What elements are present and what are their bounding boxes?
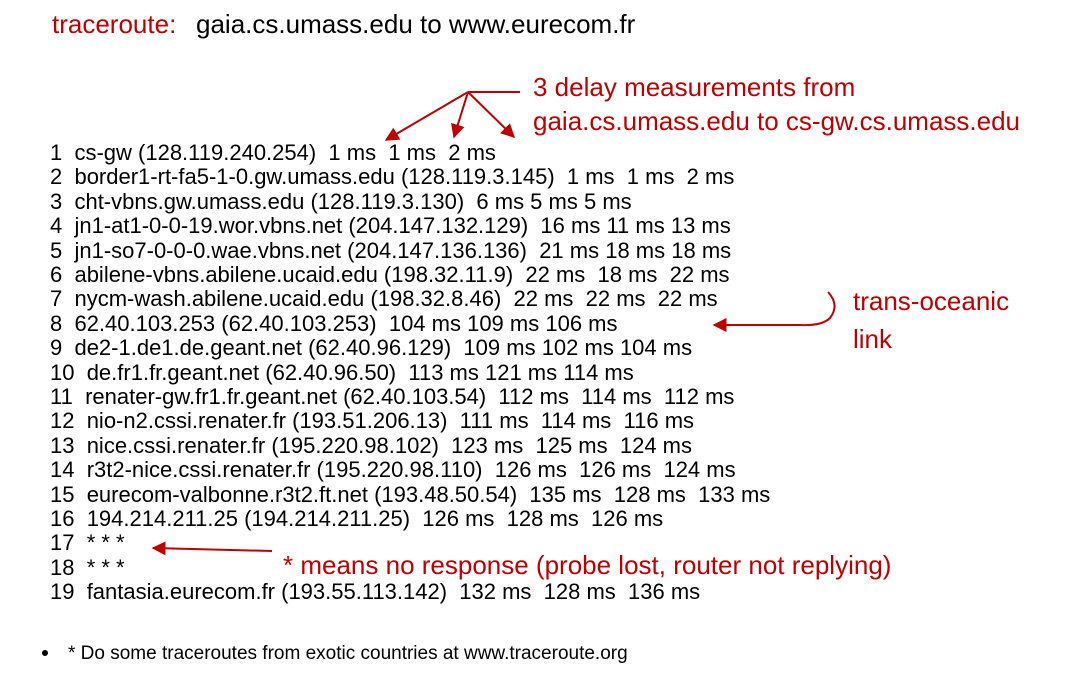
arrow xyxy=(451,91,469,139)
annotation: link xyxy=(853,324,893,354)
trace-row: 14 r3t2-nice.cssi.renater.fr (195.220.98… xyxy=(50,457,736,483)
bullet xyxy=(42,650,48,656)
trace-row: 18 * * * xyxy=(50,554,125,580)
trace-row: 3 cht-vbns.gw.umass.edu (128.119.3.130) … xyxy=(50,188,632,214)
trace-row: 8 62.40.103.253 (62.40.103.253) 104 ms 1… xyxy=(50,310,618,336)
arrow xyxy=(151,541,273,556)
trace-row: 10 de.fr1.fr.geant.net (62.40.96.50) 113… xyxy=(50,359,634,385)
title-label: traceroute: xyxy=(52,9,177,39)
trace-row: 17 * * * xyxy=(50,530,125,556)
trace-row: 6 abilene-vbns.abilene.ucaid.edu (198.32… xyxy=(50,262,730,287)
trace-row: 2 border1-rt-fa5-1-0.gw.umass.edu (128.1… xyxy=(50,164,735,190)
trace-row: 9 de2-1.de1.de.geant.net (62.40.96.129) … xyxy=(50,335,693,361)
trace-row: 15 eurecom-valbonne.r3t2.ft.net (193.48.… xyxy=(50,481,771,507)
trace-row: 12 nio-n2.cssi.renater.fr (193.51.206.13… xyxy=(50,408,695,434)
trace-row: 16 194.214.211.25 (194.214.211.25) 126 m… xyxy=(50,506,664,531)
trace-row: 5 jn1-so7-0-0-0.wae.vbns.net (204.147.13… xyxy=(50,237,732,263)
trace-row: 19 fantasia.eurecom.fr (193.55.113.142) … xyxy=(50,579,701,605)
trace-row: 4 jn1-at1-0-0-19.wor.vbns.net (204.147.1… xyxy=(50,213,731,239)
trace-row: 1 cs-gw (128.119.240.254) 1 ms 1 ms 2 ms xyxy=(50,140,496,165)
trace-row: 7 nycm-wash.abilene.ucaid.edu (198.32.8.… xyxy=(50,286,718,312)
footnote: * Do some traceroutes from exotic countr… xyxy=(68,643,628,664)
arrow xyxy=(384,91,469,141)
arrow xyxy=(467,91,516,138)
title: gaia.cs.umass.edu to www.eurecom.fr xyxy=(196,9,636,39)
annotation: 3 delay measurements from xyxy=(533,72,856,102)
trace-row: 11 renater-gw.fr1.fr.geant.net (62.40.10… xyxy=(50,384,735,409)
arrow xyxy=(712,291,836,332)
annotation: * means no response (probe lost, router … xyxy=(283,550,892,580)
annotation: gaia.cs.umass.edu to cs-gw.cs.umass.edu xyxy=(533,106,1021,136)
trace-row: 13 nice.cssi.renater.fr (195.220.98.102)… xyxy=(50,432,693,458)
annotation: trans-oceanic xyxy=(853,286,1010,316)
